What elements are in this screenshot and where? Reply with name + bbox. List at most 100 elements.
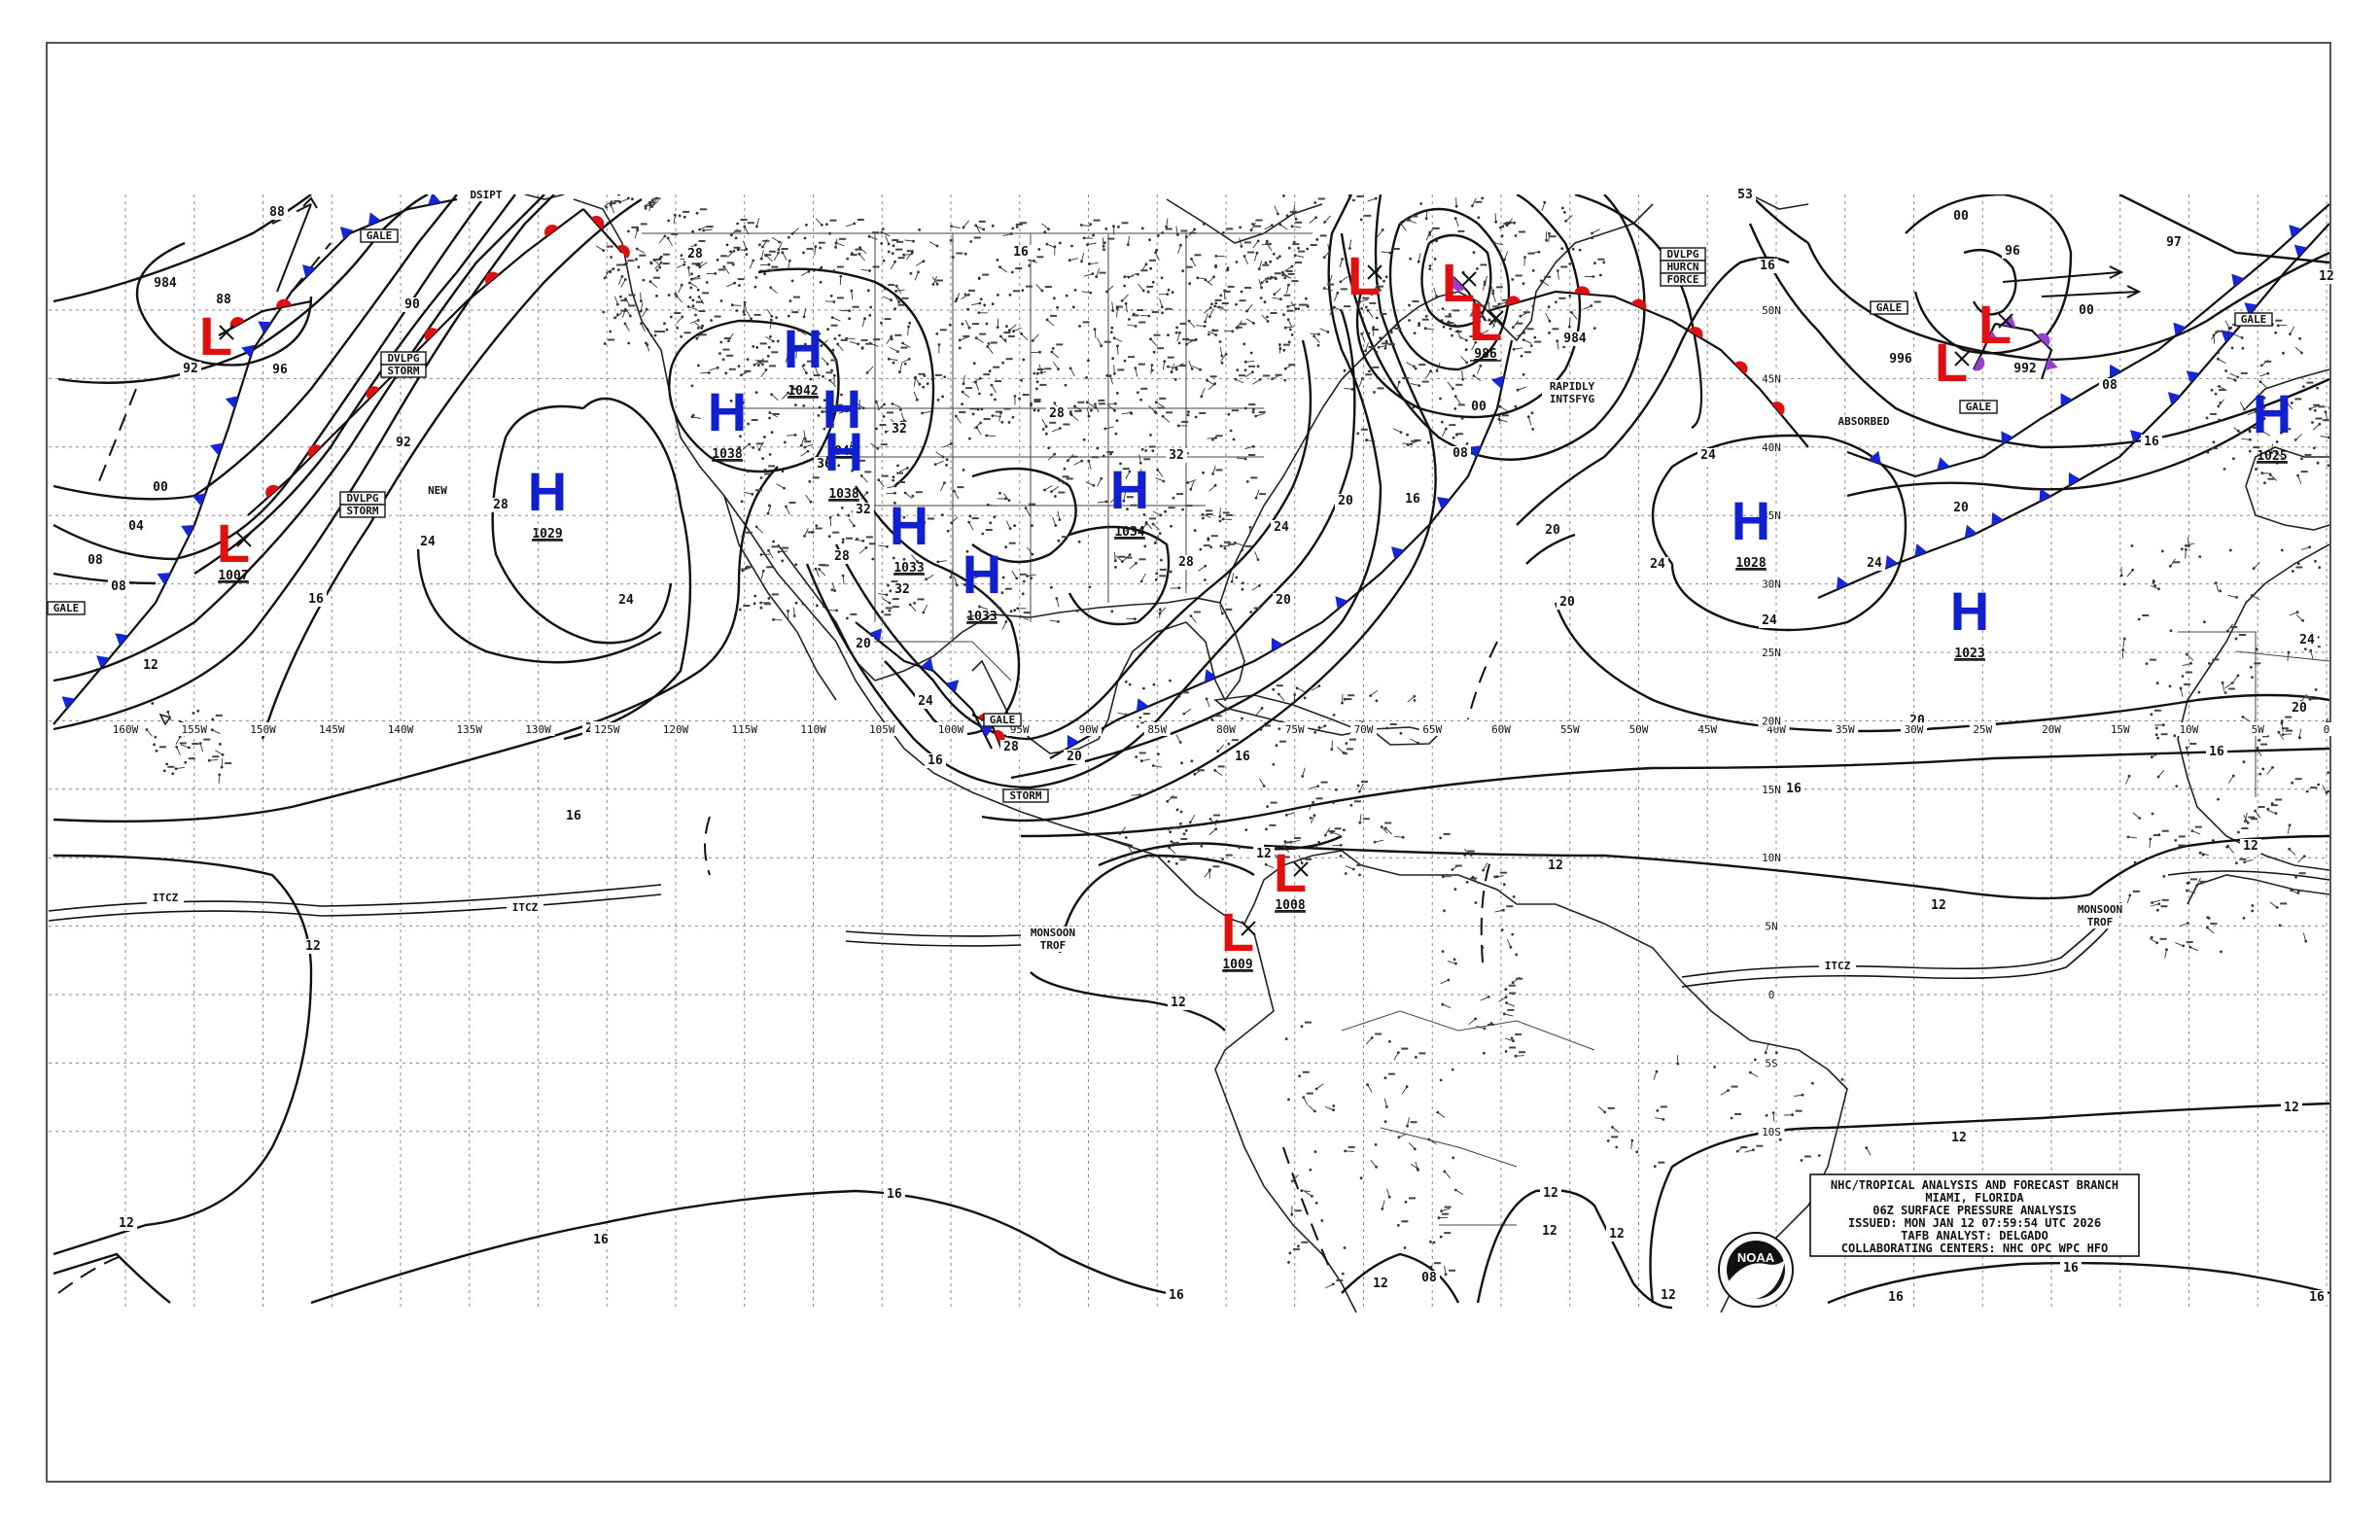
svg-text:H: H bbox=[2253, 383, 2292, 444]
station-plots bbox=[145, 194, 2329, 1289]
svg-text:1025: 1025 bbox=[2257, 449, 2287, 464]
isobar-label: 12 bbox=[1168, 996, 1189, 1010]
svg-text:90W: 90W bbox=[1079, 723, 1099, 736]
isobar-label: 12 bbox=[116, 1216, 137, 1231]
annotation-label: TROF bbox=[2082, 916, 2118, 928]
longitude-label: 15W bbox=[2107, 722, 2134, 736]
svg-text:1038: 1038 bbox=[828, 487, 858, 502]
annotation-label: GALE bbox=[1870, 300, 1908, 315]
svg-text:24: 24 bbox=[420, 535, 436, 549]
isobar-label: 08 bbox=[85, 553, 106, 568]
isobar-label: 12 bbox=[1658, 1288, 1679, 1303]
isobar-label: 16 bbox=[1166, 1288, 1187, 1303]
isobar-label: 00 bbox=[1950, 209, 1972, 224]
svg-text:L: L bbox=[217, 512, 250, 574]
svg-text:MONSOON: MONSOON bbox=[1031, 927, 1075, 939]
isobar-label: 16 bbox=[2141, 435, 2162, 449]
annotations: GALEDVLPGSTORMDVLPGSTORMNEWDSIPTGALEGALE… bbox=[47, 189, 2273, 972]
svg-text:DSIPT: DSIPT bbox=[470, 189, 502, 201]
svg-text:15W: 15W bbox=[2111, 723, 2130, 736]
svg-text:DVLPG: DVLPG bbox=[346, 492, 378, 505]
isobar-label: 16 bbox=[563, 809, 584, 823]
isobar-label: 28 bbox=[1000, 740, 1022, 754]
svg-text:20: 20 bbox=[856, 637, 871, 651]
svg-text:35W: 35W bbox=[1836, 723, 1855, 736]
svg-text:105W: 105W bbox=[869, 723, 895, 736]
svg-text:75W: 75W bbox=[1285, 723, 1305, 736]
high-pressure-center: H 1033 bbox=[890, 495, 928, 576]
svg-text:20: 20 bbox=[1067, 750, 1082, 764]
latitude-label: 10S bbox=[1758, 1123, 1785, 1138]
isobar-label: 08 bbox=[1450, 446, 1471, 461]
svg-text:STORM: STORM bbox=[346, 505, 378, 517]
longitude-label: 50W bbox=[1626, 722, 1652, 736]
high-pressure-center: H 1028 bbox=[1732, 490, 1770, 571]
svg-text:32: 32 bbox=[892, 422, 907, 437]
isobar-label: 16 bbox=[2206, 745, 2227, 759]
svg-text:FORCE: FORCE bbox=[1666, 273, 1698, 286]
svg-text:12: 12 bbox=[1661, 1288, 1676, 1303]
svg-text:996: 996 bbox=[1889, 352, 1912, 367]
annotation-label: ITCZ bbox=[507, 901, 543, 914]
svg-text:12: 12 bbox=[119, 1216, 134, 1231]
isobar-label: 16 bbox=[2060, 1261, 2082, 1276]
svg-text:20: 20 bbox=[1953, 501, 1969, 515]
annotation-label: ITCZ bbox=[147, 892, 184, 904]
svg-text:1009: 1009 bbox=[1222, 958, 1252, 972]
isobar-label: 16 bbox=[1757, 259, 1778, 273]
high-pressure-center: H 1034 bbox=[1110, 459, 1149, 540]
annotation-label: STORM bbox=[339, 504, 386, 518]
svg-text:GALE: GALE bbox=[367, 229, 393, 242]
isobar-label: 12 bbox=[140, 658, 161, 673]
svg-text:H: H bbox=[822, 378, 861, 439]
isobar-label: 984 bbox=[1559, 332, 1591, 346]
svg-text:20: 20 bbox=[1276, 593, 1291, 608]
svg-text:12: 12 bbox=[2243, 839, 2258, 854]
isobar-label: 20 bbox=[2289, 701, 2310, 716]
svg-text:12: 12 bbox=[1543, 1186, 1558, 1201]
svg-text:24: 24 bbox=[1650, 557, 1665, 572]
svg-text:TROF: TROF bbox=[2087, 916, 2114, 928]
hispaniola bbox=[1368, 726, 1441, 746]
svg-text:1038: 1038 bbox=[712, 447, 742, 462]
longitude-label: 70W bbox=[1350, 722, 1377, 736]
isobar-label: 08 bbox=[1418, 1271, 1440, 1285]
svg-text:16: 16 bbox=[1405, 492, 1420, 507]
svg-text:L: L bbox=[1348, 245, 1381, 306]
isobar-label: 28 bbox=[831, 549, 853, 564]
svg-text:08: 08 bbox=[2102, 378, 2118, 393]
hudson-region bbox=[1166, 198, 1323, 244]
svg-text:12: 12 bbox=[1609, 1227, 1625, 1242]
svg-text:15N: 15N bbox=[1762, 784, 1781, 796]
isobar-label: 08 bbox=[2099, 378, 2120, 393]
info-line-0: NHC/TROPICAL ANALYSIS AND FORECAST BRANC… bbox=[1831, 1178, 2118, 1192]
svg-text:12: 12 bbox=[1931, 898, 1946, 913]
svg-text:28: 28 bbox=[1049, 406, 1065, 421]
low-pressure-center: L bbox=[1442, 252, 1477, 313]
longitude-label: 110W bbox=[796, 722, 830, 736]
north-america-west-coast bbox=[573, 198, 1134, 847]
longitude-label: 20W bbox=[2038, 722, 2065, 736]
annotation-label: TROF bbox=[1034, 939, 1071, 952]
high-pressure-center: H 1023 bbox=[1950, 580, 1989, 661]
svg-text:H: H bbox=[824, 421, 863, 482]
longitude-label: 80W bbox=[1212, 722, 1240, 736]
isobar-label: 28 bbox=[684, 247, 706, 262]
svg-text:H: H bbox=[890, 495, 928, 556]
svg-text:16: 16 bbox=[928, 753, 943, 768]
svg-text:125W: 125W bbox=[594, 723, 620, 736]
svg-text:DVLPG: DVLPG bbox=[1666, 248, 1698, 261]
svg-text:08: 08 bbox=[111, 579, 126, 594]
svg-text:20: 20 bbox=[2292, 701, 2307, 716]
svg-text:36: 36 bbox=[817, 457, 832, 472]
svg-text:L: L bbox=[1935, 332, 1968, 393]
svg-text:160W: 160W bbox=[113, 723, 139, 736]
annotation-label: DVLPG bbox=[339, 491, 386, 506]
svg-text:28: 28 bbox=[1178, 555, 1194, 570]
latitude-label: 5S bbox=[1762, 1055, 1781, 1069]
isobar-label: 12 bbox=[1539, 1224, 1560, 1239]
svg-text:50W: 50W bbox=[1629, 723, 1649, 736]
isobar-label: 12 bbox=[2316, 269, 2337, 284]
svg-text:135W: 135W bbox=[457, 723, 483, 736]
